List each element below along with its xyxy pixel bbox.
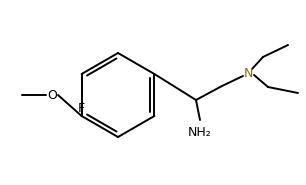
Text: F: F <box>78 102 85 115</box>
Text: NH₂: NH₂ <box>188 126 212 139</box>
Text: O: O <box>47 88 57 102</box>
Text: N: N <box>243 66 253 80</box>
